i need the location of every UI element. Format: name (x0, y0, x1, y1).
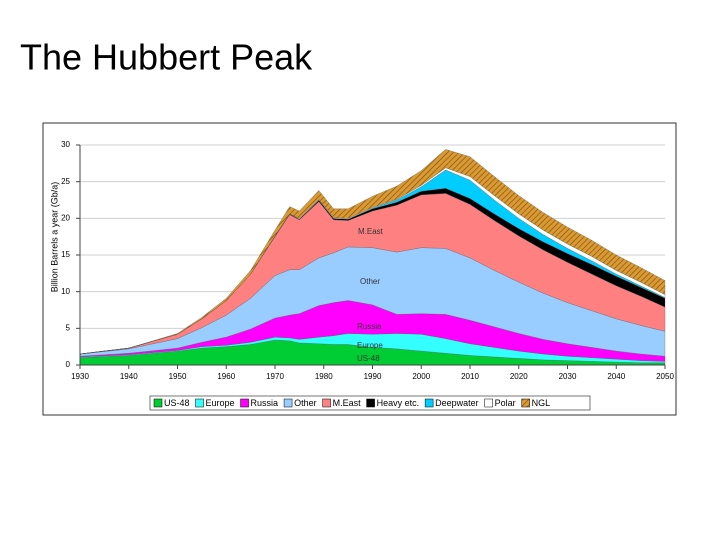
x-tick-label: 2040 (607, 372, 625, 381)
y-tick-label: 0 (66, 360, 71, 369)
x-tick-label: 2020 (510, 372, 528, 381)
annotation: Russia (357, 322, 382, 331)
y-tick-label: 30 (61, 140, 70, 149)
y-tick-label: 5 (66, 323, 71, 332)
x-tick-label: 1980 (315, 372, 333, 381)
legend-label: NGL (532, 398, 551, 408)
legend-swatch (322, 398, 331, 408)
annotation: Other (360, 277, 380, 286)
y-axis-label: Billion Barrels a year (Gb/a) (49, 182, 59, 293)
legend-label: Russia (251, 398, 279, 408)
legend-label: Heavy etc. (377, 398, 420, 408)
annotation: Europe (357, 341, 383, 350)
y-tick-label: 15 (61, 250, 70, 259)
annotation: US-48 (357, 354, 380, 363)
x-tick-label: 2010 (461, 372, 479, 381)
legend-label: M.East (333, 398, 362, 408)
y-tick-label: 25 (61, 177, 70, 186)
legend-swatch (283, 398, 293, 408)
y-tick-label: 10 (61, 287, 70, 296)
legend-swatch (424, 398, 434, 408)
legend-swatch (484, 398, 493, 408)
x-tick-label: 2030 (559, 372, 577, 381)
legend-label: US-48 (164, 398, 190, 408)
legend-swatch (521, 398, 530, 408)
area (79, 149, 666, 355)
legend-swatch (153, 398, 163, 408)
legend-swatch (195, 398, 204, 408)
plot: 0 5 10 15 20 25 30 1930 1940 1950 1960 1970 1980 1990… (61, 140, 674, 411)
slide-title: The Hubbert Peak (20, 37, 313, 78)
x-tick-label: 2000 (412, 372, 430, 381)
y-tick-label: 20 (61, 213, 70, 222)
annotation: M.East (358, 227, 384, 236)
legend-swatch (366, 398, 375, 408)
x-tick-label: 1940 (120, 372, 138, 381)
x-tick-label: 1950 (169, 372, 187, 381)
x-tick-label: 1970 (266, 372, 284, 381)
legend-label: Polar (495, 398, 516, 408)
legend: US-48 Europe Russia Other M.East Heavy etc. De… (149, 395, 591, 411)
x-tick-label: 1960 (217, 372, 235, 381)
legend-label: Europe (206, 398, 235, 408)
x-tick-label: 2050 (656, 372, 674, 381)
x-tick-label: 1930 (71, 372, 89, 381)
x-tick-label: 1990 (364, 372, 382, 381)
legend-label: Other (294, 398, 317, 408)
legend-label: Deepwater (435, 398, 479, 408)
legend-swatch (240, 398, 249, 408)
